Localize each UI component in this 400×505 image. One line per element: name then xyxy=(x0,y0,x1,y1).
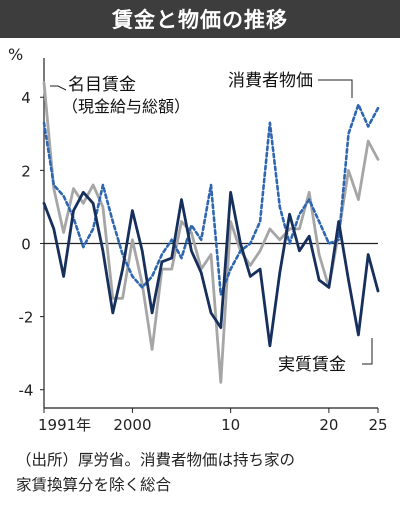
y-tick-label-0: 4 xyxy=(21,89,31,107)
leader-line-real-wage xyxy=(362,338,373,365)
series-label-nominal-wage: 名目賃金 xyxy=(68,75,136,95)
chart-title: 賃金と物価の推移 xyxy=(0,0,400,38)
x-tick-label-1: 2000 xyxy=(113,416,151,434)
series-line-1 xyxy=(42,103,380,297)
leader-line-cpi xyxy=(318,79,353,98)
series-label-cpi: 消費者物価 xyxy=(228,71,313,91)
series-line-2 xyxy=(42,190,380,348)
series-line-0 xyxy=(42,81,380,384)
y-tick-label-3: -2 xyxy=(19,309,34,327)
source-note: （出所）厚労省。消費者物価は持ち家の 家賃換算分を除く総合 xyxy=(16,448,396,498)
source-note-line-2: 家賃換算分を除く総合 xyxy=(16,476,172,494)
y-tick-label-2: 0 xyxy=(21,235,31,253)
x-tick-label-0: 1991年 xyxy=(38,416,91,434)
source-note-line-1: （出所）厚労省。消費者物価は持ち家の xyxy=(16,451,296,469)
series-label-nominal-wage-sub: （現金給与総額） xyxy=(62,97,190,116)
y-axis-unit-label: % xyxy=(8,45,23,64)
leader-line-nominal-wage xyxy=(50,85,67,91)
series-label-real-wage: 実質賃金 xyxy=(278,355,346,375)
x-tick-label-2: 10 xyxy=(221,416,240,434)
x-tick-label-4: 25 xyxy=(368,416,387,434)
x-tick-label-3: 20 xyxy=(319,416,338,434)
y-tick-label-1: 2 xyxy=(21,162,31,180)
y-tick-label-4: -4 xyxy=(19,382,34,400)
